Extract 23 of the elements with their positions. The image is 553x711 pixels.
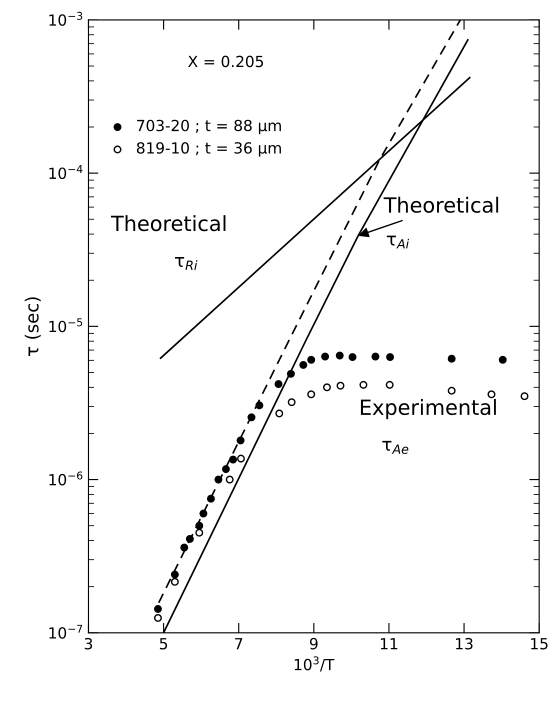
- y-tick-label: 10$^{−5}$: [49, 318, 82, 332]
- x-tick-label: 9: [310, 638, 318, 650]
- y-tick-label: 10$^{−4}$: [49, 165, 82, 180]
- x-tick-label: 7: [235, 638, 242, 650]
- annotation: τ$_{Ai}$: [386, 236, 410, 248]
- legend-label: 819-10 ; t = 36 μm: [136, 142, 281, 157]
- x-axis-title: 10$^{3}$/T: [294, 656, 334, 672]
- y-tick-label: 10$^{−6}$: [49, 471, 82, 486]
- annotation: Theoretical: [384, 196, 498, 213]
- x-tick-label: 15: [531, 638, 548, 650]
- y-tick-label: 10$^{−7}$: [49, 624, 82, 639]
- annotation: τ$_{Ri}$: [174, 257, 198, 270]
- x-tick-label: 3: [84, 638, 92, 650]
- y-axis-title: τ (sec): [24, 297, 41, 356]
- x-tick-label: 11: [380, 638, 398, 650]
- annotation: τ$_{Ae}$: [382, 440, 408, 454]
- annotation: Experimental: [360, 399, 496, 420]
- annotation: Theoretical: [110, 215, 226, 232]
- y-tick-label: 10$^{−3}$: [49, 12, 82, 26]
- x-tick-label: 5: [160, 638, 168, 650]
- x-tick-label: 13: [456, 638, 473, 650]
- annotation: X = 0.205: [188, 56, 264, 68]
- legend-label: 703-20 ; t = 88 μm: [137, 120, 281, 134]
